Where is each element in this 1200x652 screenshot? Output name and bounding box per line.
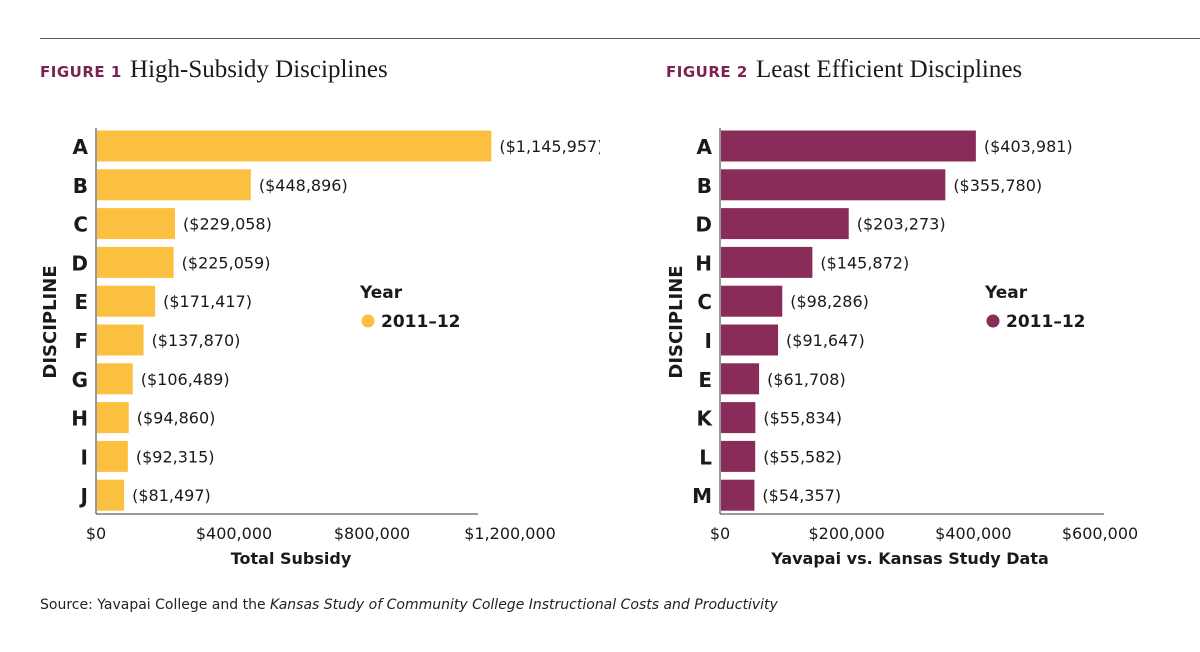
x-tick-label: $200,000 [808, 524, 884, 543]
data-label: ($81,497) [132, 486, 211, 505]
bar [721, 479, 755, 511]
data-label: ($229,058) [183, 215, 272, 234]
top-rule [40, 38, 1200, 39]
category-label: L [699, 445, 712, 469]
x-axis-title: Yavapai vs. Kansas Study Data [770, 549, 1049, 568]
data-label: ($94,860) [137, 409, 216, 428]
category-label: C [697, 290, 712, 314]
figure-2-title-text: Least Efficient Disciplines [756, 56, 1023, 83]
data-label: ($203,273) [857, 215, 946, 234]
category-label: I [705, 329, 712, 353]
legend-marker [986, 314, 1000, 328]
bar [97, 440, 128, 472]
data-label: ($91,647) [786, 331, 865, 350]
bar [721, 440, 756, 472]
category-label: D [71, 251, 88, 275]
data-label: ($106,489) [141, 370, 230, 389]
category-label: E [74, 290, 88, 314]
bar [721, 208, 849, 240]
x-tick-label: $800,000 [334, 524, 410, 543]
x-tick-label: $600,000 [1062, 524, 1138, 543]
category-label: H [695, 251, 712, 275]
data-label: ($92,315) [136, 447, 215, 466]
figure-1-title: FIGURE 1 High-Subsidy Disciplines [40, 56, 388, 84]
category-label: I [81, 445, 88, 469]
data-label: ($145,872) [820, 253, 909, 272]
bar [721, 324, 779, 356]
bar [97, 130, 492, 162]
category-label: G [72, 368, 88, 392]
bar [721, 130, 976, 162]
figure-2-title: FIGURE 2 Least Efficient Disciplines [666, 56, 1022, 84]
y-axis-title: DISCIPLINE [40, 265, 61, 378]
data-label: ($171,417) [163, 292, 252, 311]
category-label: K [697, 407, 714, 431]
category-label: J [79, 484, 88, 508]
y-axis-title: DISCIPLINE [666, 265, 687, 378]
category-label: A [697, 135, 713, 159]
data-label: ($55,582) [763, 447, 842, 466]
legend-entry: 2011–12 [381, 312, 460, 332]
legend-title: Year [984, 283, 1028, 303]
data-label: ($355,780) [953, 176, 1042, 195]
bar [721, 363, 760, 395]
bar [721, 402, 756, 434]
source-note: Source: Yavapai College and the Kansas S… [40, 597, 778, 613]
bar [97, 169, 251, 201]
category-label: A [73, 135, 89, 159]
bar [97, 324, 144, 356]
x-tick-label: $1,200,000 [464, 524, 556, 543]
data-label: ($225,059) [182, 253, 271, 272]
x-tick-label: $400,000 [935, 524, 1011, 543]
x-tick-label: $0 [710, 524, 730, 543]
data-label: ($137,870) [152, 331, 241, 350]
category-label: E [698, 368, 712, 392]
chart-2: A ($403,981) B ($355,780) D ($203,273) H ($145,… [666, 128, 1138, 568]
legend-entry: 2011–12 [1006, 312, 1085, 332]
data-label: ($98,286) [790, 292, 869, 311]
bar [97, 402, 129, 434]
source-study-title: Kansas Study of Community College Instru… [270, 597, 778, 613]
source-prefix: Source: Yavapai College and the [40, 597, 271, 613]
x-axis-title: Total Subsidy [231, 549, 352, 568]
data-label: ($403,981) [984, 137, 1073, 156]
legend-title: Year [359, 283, 403, 303]
bar [721, 246, 813, 278]
figure-1-title-text: High-Subsidy Disciplines [130, 56, 388, 83]
data-label: ($55,834) [763, 409, 842, 428]
bar [721, 285, 783, 317]
data-label: ($1,145,957) [499, 137, 600, 156]
category-label: D [695, 213, 712, 237]
category-label: F [74, 329, 88, 353]
figure-2-label: FIGURE 2 [666, 63, 748, 81]
bar [97, 363, 133, 395]
legend-marker [361, 314, 375, 328]
bar [97, 479, 125, 511]
data-label: ($61,708) [767, 370, 846, 389]
category-label: C [73, 213, 88, 237]
data-label: ($448,896) [259, 176, 348, 195]
figure-1-label: FIGURE 1 [40, 63, 122, 81]
category-label: M [692, 484, 712, 508]
data-label: ($54,357) [762, 486, 841, 505]
bar [97, 208, 176, 240]
bar [721, 169, 946, 201]
x-tick-label: $0 [86, 524, 106, 543]
category-label: H [71, 407, 88, 431]
bar [97, 246, 174, 278]
x-tick-label: $400,000 [196, 524, 272, 543]
category-label: B [73, 174, 88, 198]
chart-1: A ($1,145,957) B ($448,896) C ($229,058) D ($22… [40, 128, 600, 568]
category-label: B [697, 174, 712, 198]
bar [97, 285, 156, 317]
